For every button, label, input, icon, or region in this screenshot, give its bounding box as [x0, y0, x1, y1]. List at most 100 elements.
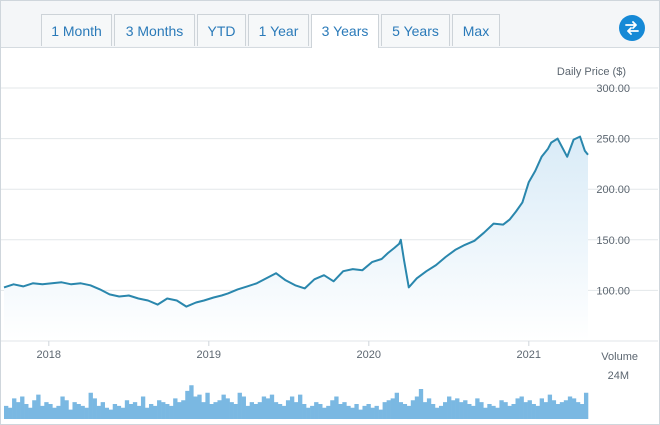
volume-bar [495, 407, 500, 419]
volume-bar [273, 402, 279, 420]
volume-bar [249, 402, 255, 420]
volume-bars [4, 385, 589, 420]
volume-bar [402, 404, 408, 419]
volume-bar [515, 398, 520, 420]
volume-bar [120, 407, 126, 419]
volume-max-label: 24M [608, 370, 629, 382]
volume-bar [92, 398, 97, 420]
volume-bar [144, 407, 150, 419]
volume-bar [527, 400, 532, 419]
volume-bar [330, 400, 335, 419]
volume-bar [583, 392, 589, 419]
volume-bar [80, 405, 85, 420]
volume-bar [358, 409, 363, 420]
y-axis-label: Daily Price ($) [557, 66, 626, 78]
x-tick-label: 2019 [197, 349, 221, 361]
volume-bar [12, 398, 17, 420]
volume-bar [64, 400, 69, 419]
volume-bar [16, 402, 21, 420]
volume-bar [479, 402, 484, 420]
volume-bar [394, 392, 400, 419]
volume-bar [72, 402, 77, 420]
volume-bar [346, 405, 351, 420]
volume-bar [185, 390, 190, 420]
x-tick-label: 2020 [357, 349, 381, 361]
volume-bar [322, 407, 327, 419]
volume-bar [430, 404, 436, 419]
volume-bar [382, 402, 387, 420]
range-tab-bar: 1 Month 3 Months YTD 1 Year 3 Years 5 Ye… [1, 1, 659, 48]
volume-bar [467, 404, 472, 419]
volume-bar [507, 405, 512, 420]
volume-bar [36, 394, 41, 420]
volume-bar [547, 394, 553, 420]
volume-bar [165, 404, 170, 419]
volume-bar [32, 400, 37, 419]
volume-bar [499, 400, 504, 419]
tab-max[interactable]: Max [452, 14, 500, 46]
tab-5-years[interactable]: 5 Years [381, 14, 450, 46]
tab-1-year[interactable]: 1 Year [248, 14, 309, 46]
volume-bar [338, 404, 343, 419]
volume-bar [44, 402, 49, 420]
volume-bar [406, 405, 412, 420]
volume-bar [434, 407, 440, 419]
volume-bar [285, 400, 291, 419]
volume-bar [96, 405, 101, 420]
tab-ytd[interactable]: YTD [197, 14, 246, 46]
volume-bar [217, 400, 222, 419]
volume-bar [519, 396, 524, 419]
volume-bar [277, 404, 283, 419]
volume-bar [342, 402, 347, 420]
tab-3-years[interactable]: 3 Years [311, 14, 379, 48]
volume-bar [302, 404, 307, 419]
volume-bar [459, 402, 464, 420]
tab-3-months[interactable]: 3 Months [114, 14, 195, 46]
tab-1-month[interactable]: 1 Month [41, 14, 112, 46]
volume-bar [88, 392, 93, 419]
volume-bar [253, 404, 259, 419]
price-line [3, 135, 589, 308]
swap-button[interactable] [619, 15, 645, 41]
volume-bar [100, 402, 105, 420]
volume-bar [197, 394, 202, 420]
volume-bar [362, 405, 367, 420]
volume-bar [563, 400, 569, 419]
y-tick-label: 300.00 [596, 83, 630, 95]
volume-bar [177, 402, 182, 420]
volume-bar [293, 402, 299, 420]
swap-arrows-icon [625, 21, 639, 35]
volume-bar [189, 385, 194, 419]
y-tick-label: 100.00 [596, 285, 630, 297]
volume-bar [225, 398, 230, 420]
volume-bar [354, 404, 359, 419]
volume-bar [233, 404, 238, 419]
volume-bar [157, 400, 162, 419]
volume-bar [48, 404, 53, 419]
volume-bar [209, 404, 214, 419]
volume-bar [132, 402, 138, 420]
volume-bar [245, 405, 250, 420]
volume-bar [523, 402, 528, 420]
volume-bar [24, 404, 29, 419]
y-tick-label: 150.00 [596, 235, 630, 247]
volume-bar [503, 402, 508, 420]
volume-bar [539, 398, 544, 420]
volume-bar [487, 404, 492, 419]
volume-bar [181, 400, 186, 419]
volume-bar [193, 396, 198, 419]
volume-bar [60, 396, 65, 419]
volume-bar [173, 398, 178, 420]
volume-bar [116, 405, 122, 420]
y-tick-label: 250.00 [596, 134, 630, 146]
volume-bar [350, 407, 355, 419]
volume-bar [104, 407, 110, 419]
volume-bar [531, 404, 536, 419]
x-tick-label: 2021 [517, 349, 541, 361]
volume-bar [426, 398, 432, 420]
volume-bar [386, 400, 391, 419]
volume-bar [471, 405, 476, 420]
volume-bar [422, 402, 428, 420]
x-tick-label: 2018 [37, 349, 61, 361]
volume-bar [579, 404, 585, 419]
